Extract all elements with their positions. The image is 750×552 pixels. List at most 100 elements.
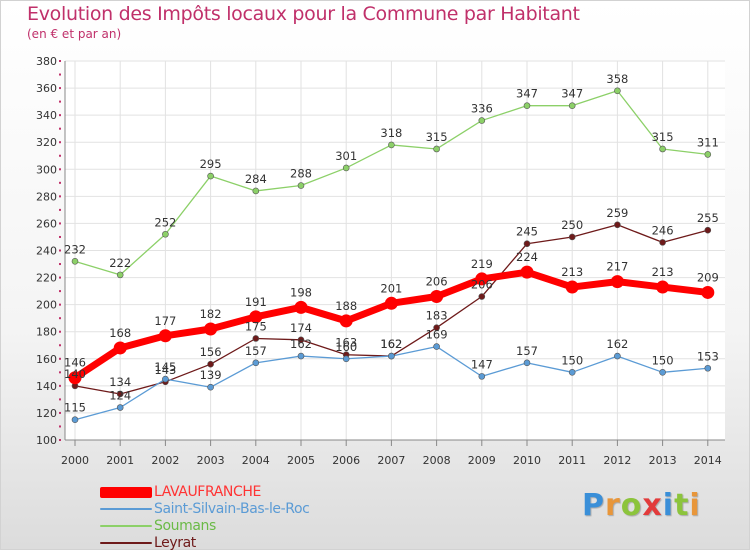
- data-label-saint-silvain-bas-le-roc: 162: [606, 337, 628, 351]
- y-tick-label: 120: [36, 407, 57, 420]
- data-label-leyrat: 245: [516, 225, 538, 239]
- data-label-leyrat: 250: [561, 218, 583, 232]
- x-tick-label: 2012: [603, 454, 631, 467]
- data-label-leyrat: 255: [697, 211, 719, 225]
- y-minor-tick: [59, 344, 61, 347]
- data-label-layer: 232 222 252 295 284 288 301 318 315 336 347 347 358 3…: [64, 72, 719, 415]
- data-point-leyrat: [659, 239, 666, 246]
- data-point-lavaufranche: [294, 300, 308, 314]
- data-label-saint-silvain-bas-le-roc: 150: [561, 353, 583, 367]
- data-label-lavaufranche: 182: [200, 307, 222, 321]
- x-tick-label: 2000: [61, 454, 89, 467]
- data-label-lavaufranche: 213: [652, 265, 674, 279]
- data-label-lavaufranche: 213: [561, 265, 583, 279]
- data-label-lavaufranche: 206: [426, 275, 448, 289]
- data-label-lavaufranche: 168: [109, 326, 131, 340]
- x-tick-label: 2013: [649, 454, 677, 467]
- data-point-soumans: [523, 102, 531, 109]
- x-tick-label: 2011: [558, 454, 586, 467]
- data-label-lavaufranche: 191: [245, 295, 267, 309]
- y-minor-tick: [59, 181, 61, 184]
- y-minor-tick: [59, 439, 61, 441]
- data-label-soumans: 315: [652, 130, 674, 144]
- y-minor-tick: [59, 87, 61, 90]
- y-tick-label: 280: [36, 190, 57, 203]
- x-tick-label: 2008: [423, 454, 451, 467]
- data-label-saint-silvain-bas-le-roc: 145: [154, 360, 176, 374]
- x-tick-label: 2010: [513, 454, 541, 467]
- logo-letter: i: [689, 488, 701, 523]
- data-point-leyrat: [568, 233, 576, 241]
- data-point-saint-silvain-bas-le-roc: [433, 343, 440, 350]
- y-minor-tick: [59, 235, 61, 238]
- data-point-soumans: [614, 87, 621, 95]
- data-label-soumans: 232: [64, 242, 86, 256]
- data-point-lavaufranche: [68, 371, 82, 385]
- logo-letter: r: [605, 488, 621, 523]
- y-minor-tick: [59, 384, 61, 387]
- y-tick-label: 140: [36, 380, 57, 393]
- data-point-lavaufranche: [339, 314, 353, 328]
- data-label-leyrat: 175: [245, 319, 267, 333]
- x-tick-label: 2005: [287, 454, 315, 467]
- data-point-soumans: [342, 164, 350, 172]
- data-label-saint-silvain-bas-le-roc: 147: [471, 357, 493, 371]
- data-label-saint-silvain-bas-le-roc: 124: [109, 389, 131, 403]
- data-label-saint-silvain-bas-le-roc: 162: [290, 337, 312, 351]
- y-minor-tick: [59, 398, 61, 401]
- data-label-leyrat: 163: [335, 336, 357, 350]
- data-label-lavaufranche: 219: [471, 257, 493, 271]
- legend-label-saint-silvain: Saint-Silvain-Bas-le-Roc: [154, 501, 310, 517]
- data-point-saint-silvain-bas-le-roc: [252, 359, 260, 367]
- data-label-lavaufranche: 188: [335, 299, 357, 313]
- data-label-lavaufranche: 224: [516, 250, 538, 264]
- y-tick-label: 180: [36, 326, 57, 339]
- data-point-lavaufranche: [520, 265, 534, 279]
- data-point-soumans: [207, 172, 214, 180]
- y-tick-label: 320: [36, 136, 57, 149]
- legend-label-leyrat: Leyrat: [154, 535, 196, 551]
- data-label-lavaufranche: 198: [290, 285, 312, 299]
- y-tick-label: 340: [36, 109, 57, 122]
- data-point-lavaufranche: [430, 290, 444, 304]
- data-point-saint-silvain-bas-le-roc: [342, 355, 350, 363]
- data-label-leyrat: 140: [64, 367, 86, 381]
- y-minor-tick: [59, 317, 61, 320]
- data-label-lavaufranche: 177: [154, 314, 176, 328]
- legend-swatch-soumans: [100, 525, 152, 527]
- data-point-saint-silvain-bas-le-roc: [388, 352, 395, 360]
- data-label-soumans: 252: [154, 215, 176, 229]
- data-point-lavaufranche: [158, 329, 172, 343]
- data-point-lavaufranche: [113, 341, 127, 355]
- data-label-soumans: 288: [290, 167, 312, 181]
- y-minor-tick: [59, 249, 61, 252]
- y-minor-tick: [59, 60, 61, 62]
- y-minor-tick: [59, 303, 61, 306]
- data-point-leyrat: [252, 335, 260, 342]
- data-point-leyrat: [116, 390, 124, 398]
- data-point-soumans: [71, 258, 79, 265]
- data-point-soumans: [433, 145, 440, 153]
- data-point-lavaufranche: [204, 322, 218, 336]
- data-point-leyrat: [704, 226, 712, 234]
- data-point-leyrat: [433, 324, 440, 331]
- y-tick-label: 100: [36, 434, 57, 447]
- logo-letter: i: [662, 488, 675, 523]
- data-point-lavaufranche: [384, 296, 398, 310]
- data-label-saint-silvain-bas-le-roc: 162: [380, 337, 402, 351]
- data-point-leyrat: [478, 293, 486, 300]
- y-minor-tick: [59, 411, 61, 414]
- y-tick-label: 380: [36, 55, 57, 68]
- data-label-lavaufranche: 217: [606, 260, 628, 274]
- y-minor-tick: [59, 208, 61, 211]
- y-minor-tick: [59, 290, 61, 293]
- data-point-leyrat: [614, 221, 621, 229]
- logo-letter: o: [620, 488, 643, 523]
- data-label-leyrat: 206: [471, 278, 493, 292]
- y-minor-tick: [59, 114, 61, 117]
- x-tick-label: 2004: [242, 454, 270, 467]
- data-label-soumans: 301: [335, 149, 357, 163]
- x-tick-label: 2001: [106, 454, 134, 467]
- data-point-saint-silvain-bas-le-roc: [116, 404, 124, 411]
- y-minor-tick: [59, 330, 61, 333]
